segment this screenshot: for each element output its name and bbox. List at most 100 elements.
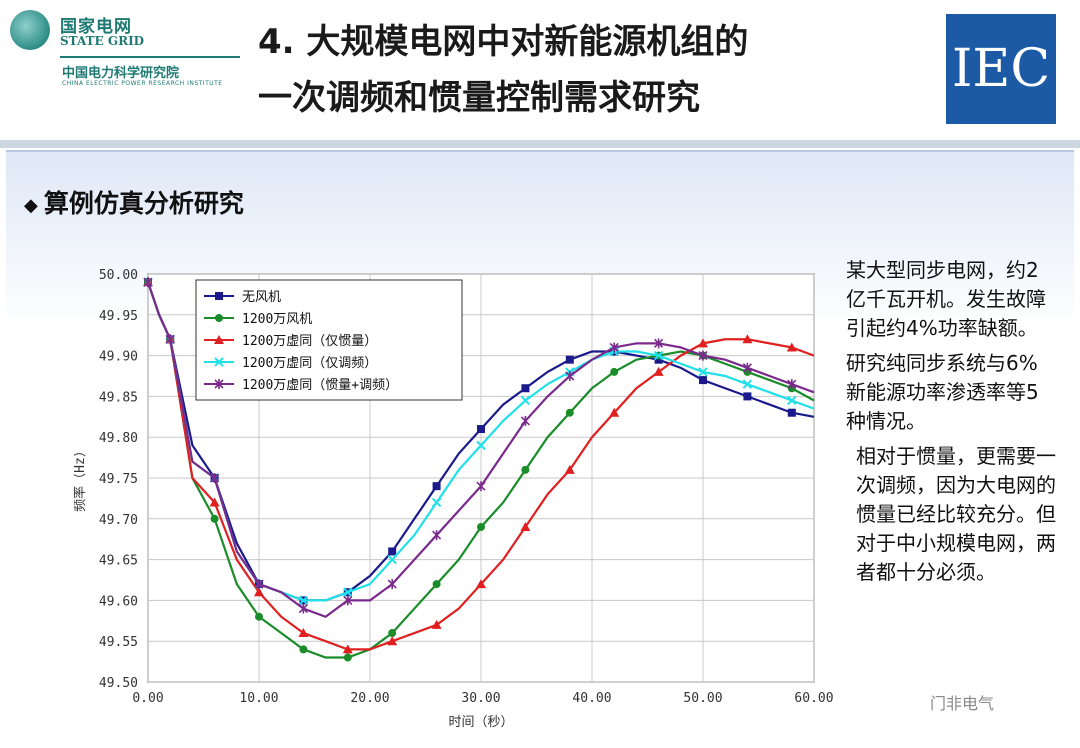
data-point [387, 636, 398, 646]
x-tick-label: 50.00 [683, 691, 722, 706]
slide-header: 国家电网 STATE GRID 中国电力科学研究院 CHINA ELECTRIC… [0, 0, 1080, 140]
data-point [698, 367, 708, 377]
data-point [787, 408, 796, 417]
data-point [214, 379, 224, 389]
data-point [520, 395, 531, 406]
data-point [432, 530, 442, 541]
data-point [742, 362, 752, 373]
data-point [654, 338, 664, 349]
data-point [786, 342, 797, 352]
slide-title: 4. 大规模电网中对新能源机组的 一次调频和惯量控制需求研究 [258, 14, 748, 126]
legend-label: 1200万虚同（仅惯量） [242, 333, 377, 349]
data-point [698, 338, 708, 348]
data-point [521, 465, 530, 474]
data-point [343, 653, 352, 662]
data-point [477, 522, 485, 531]
data-point [215, 292, 223, 300]
data-point [210, 514, 219, 523]
data-point [299, 645, 308, 654]
title-line-2: 一次调频和惯量控制需求研究 [258, 78, 700, 118]
data-point [787, 379, 797, 390]
logo-en: STATE GRID [60, 34, 145, 48]
x-tick-label: 60.00 [794, 691, 833, 706]
note-3: 相对于惯量，更需要一次调频，因为大电网的惯量已经比较充分。但对于中小规模电网，两… [856, 444, 1056, 584]
data-point [209, 497, 220, 507]
y-tick-label: 49.55 [99, 635, 138, 650]
data-point [431, 497, 442, 508]
data-point [477, 425, 485, 434]
data-point [215, 314, 223, 322]
y-tick-label: 49.95 [99, 309, 138, 324]
data-point [388, 629, 397, 638]
data-point [653, 366, 664, 376]
logo-cn: 国家电网 [60, 17, 132, 37]
data-point [698, 350, 708, 361]
data-point [298, 595, 309, 606]
data-point [343, 587, 353, 597]
x-tick-label: 30.00 [461, 691, 500, 706]
y-tick-label: 49.90 [99, 350, 138, 365]
data-point [298, 628, 309, 638]
note-2: 研究纯同步系统与6%新能源功率渗透率等5种情况。 [846, 351, 1039, 433]
data-point [387, 579, 397, 590]
data-point [210, 473, 220, 483]
data-point [298, 603, 308, 614]
data-point [654, 355, 663, 364]
data-point [610, 367, 619, 376]
y-tick-label: 49.85 [99, 390, 138, 405]
data-point [565, 371, 575, 381]
x-tick-label: 40.00 [572, 691, 611, 706]
data-point [254, 587, 264, 597]
data-point [254, 579, 264, 590]
legend-label: 1200万虚同（惯量+调频） [242, 377, 398, 393]
y-tick-label: 49.80 [99, 431, 138, 446]
institute-en: CHINA ELECTRIC POWER RESEARCH INSTITUTE [62, 80, 223, 87]
data-point [699, 376, 707, 385]
watermark: 门非电气 [930, 694, 995, 713]
data-point [432, 580, 441, 589]
y-tick-label: 49.75 [99, 472, 138, 487]
frequency-chart: 0.00 10.00 20.00 30.00 40.00 50.00 60.00 49.50 4… [74, 268, 834, 730]
data-point [565, 355, 574, 364]
data-point [609, 407, 620, 417]
data-point [432, 482, 441, 491]
data-point [564, 464, 575, 474]
data-point [742, 334, 753, 344]
legend-label: 1200万风机 [242, 312, 312, 327]
data-point [476, 440, 486, 451]
x-axis-label: 时间（秒） [448, 715, 513, 730]
section-heading: ◆ 算例仿真分析研究 [24, 184, 244, 220]
notes: 某大型同步电网，约2亿千瓦开机。发生故障引起约4%功率缺额。 研究纯同步系统与6… [846, 256, 1056, 593]
data-point [521, 384, 530, 393]
data-point [143, 277, 153, 288]
data-point [520, 415, 530, 426]
data-point [214, 357, 224, 367]
legend-label: 无风机 [242, 290, 281, 305]
data-point [609, 342, 619, 353]
logo-divider [60, 56, 240, 58]
data-point [653, 350, 664, 361]
data-point [214, 335, 224, 344]
data-point [787, 395, 797, 406]
note-1: 某大型同步电网，约2亿千瓦开机。发生故障引起约4%功率缺额。 [846, 258, 1046, 340]
section-title: 算例仿真分析研究 [43, 189, 244, 218]
x-tick-label: 0.00 [132, 691, 163, 706]
data-point [565, 408, 574, 417]
data-point [255, 612, 263, 621]
bullet-diamond-icon: ◆ [24, 194, 38, 216]
data-point [520, 521, 531, 531]
data-point [743, 392, 752, 401]
state-grid-logo: 国家电网 STATE GRID 中国电力科学研究院 CHINA ELECTRIC… [8, 8, 248, 88]
data-point [431, 619, 442, 629]
y-tick-label: 49.65 [99, 554, 138, 569]
state-grid-emblem-icon [10, 10, 50, 50]
data-point [476, 579, 486, 589]
header-divider [0, 140, 1080, 148]
data-point [387, 554, 397, 565]
data-point [742, 379, 753, 389]
data-point [343, 595, 353, 606]
iec-logo: IEC [946, 14, 1056, 124]
y-tick-label: 50.00 [99, 268, 138, 283]
institute-cn: 中国电力科学研究院 [62, 66, 180, 81]
y-tick-label: 49.50 [99, 676, 138, 691]
